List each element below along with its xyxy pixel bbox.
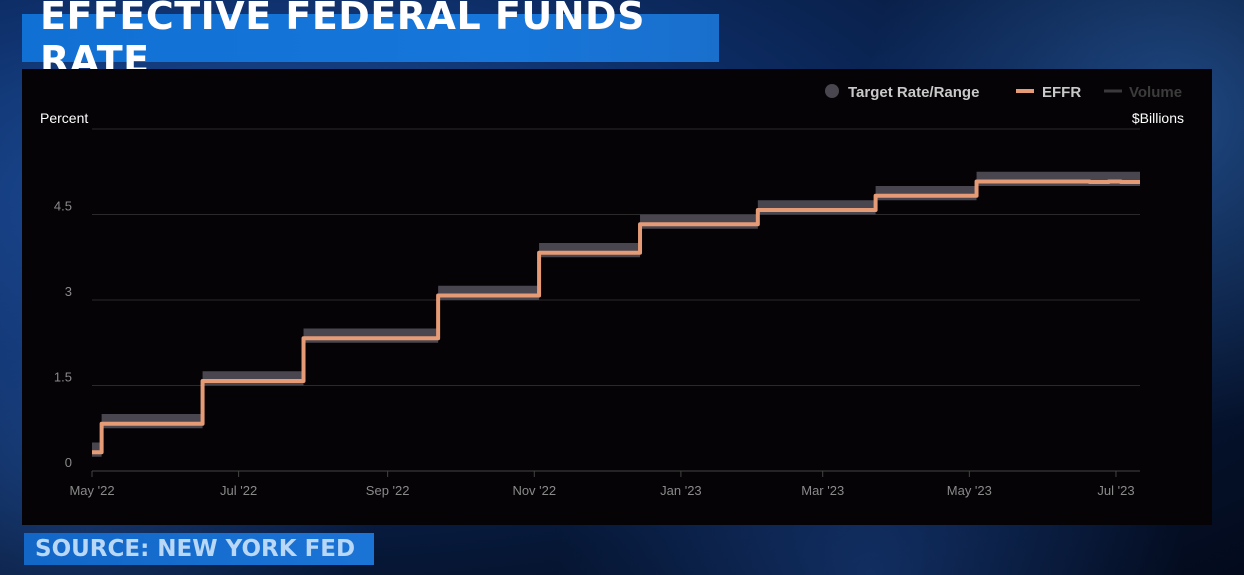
chart-title: EFFECTIVE FEDERAL FUNDS RATE: [40, 0, 645, 82]
effr-chart: 0 1.5 3 4.5 May '22 Jul '22 Sep '22 Nov '22 Jan …: [40, 84, 1184, 498]
legend-target-marker: [825, 84, 839, 98]
target-range-segment: [640, 214, 758, 229]
x-tick-label: May '23: [947, 483, 992, 498]
x-tick-label: Jul '22: [220, 483, 257, 498]
legend-effr-label: EFFR: [1042, 84, 1081, 101]
target-range-segment: [101, 414, 203, 429]
y-axis-label-left: Percent: [40, 110, 88, 126]
x-tick-label: Sep '22: [366, 483, 410, 498]
target-range-segment: [202, 371, 304, 386]
title-banner: EFFECTIVE FEDERAL FUNDS RATE: [22, 0, 719, 82]
y-axis-label-right: $Billions: [1132, 110, 1184, 126]
target-range-segment: [92, 442, 102, 457]
x-tick-label: Jul '23: [1097, 483, 1134, 498]
x-tick-label: May '22: [69, 483, 114, 498]
target-range-segment: [438, 285, 540, 300]
target-range-segment: [875, 186, 977, 201]
chart-panel: 0 1.5 3 4.5 May '22 Jul '22 Sep '22 Nov '22 Jan …: [22, 69, 1212, 525]
legend-target-label: Target Rate/Range: [848, 84, 979, 101]
x-tick-label: Nov '22: [512, 483, 556, 498]
x-tick-label: Mar '23: [801, 483, 844, 498]
y-tick-label: 1.5: [54, 370, 72, 385]
x-tick-label: Jan '23: [660, 483, 702, 498]
target-range-segment: [539, 243, 641, 258]
effr-line-group: [92, 179, 1140, 455]
source-label: SOURCE: NEW YORK FED: [35, 536, 356, 562]
y-tick-label: 3: [65, 284, 72, 299]
target-range-segment: [976, 171, 1140, 186]
legend-volume-label: Volume: [1129, 84, 1182, 101]
source-banner: SOURCE: NEW YORK FED: [24, 533, 374, 565]
effr-line: [92, 179, 1140, 455]
y-tick-label: 0: [65, 455, 72, 470]
y-tick-label: 4.5: [54, 199, 72, 214]
target-range-segment: [757, 200, 876, 215]
axes: 0 1.5 3 4.5 May '22 Jul '22 Sep '22 Nov '22 Jan …: [54, 199, 1140, 498]
legend: Target Rate/Range EFFR Volume: [825, 84, 1182, 101]
target-range-segment: [303, 328, 439, 343]
